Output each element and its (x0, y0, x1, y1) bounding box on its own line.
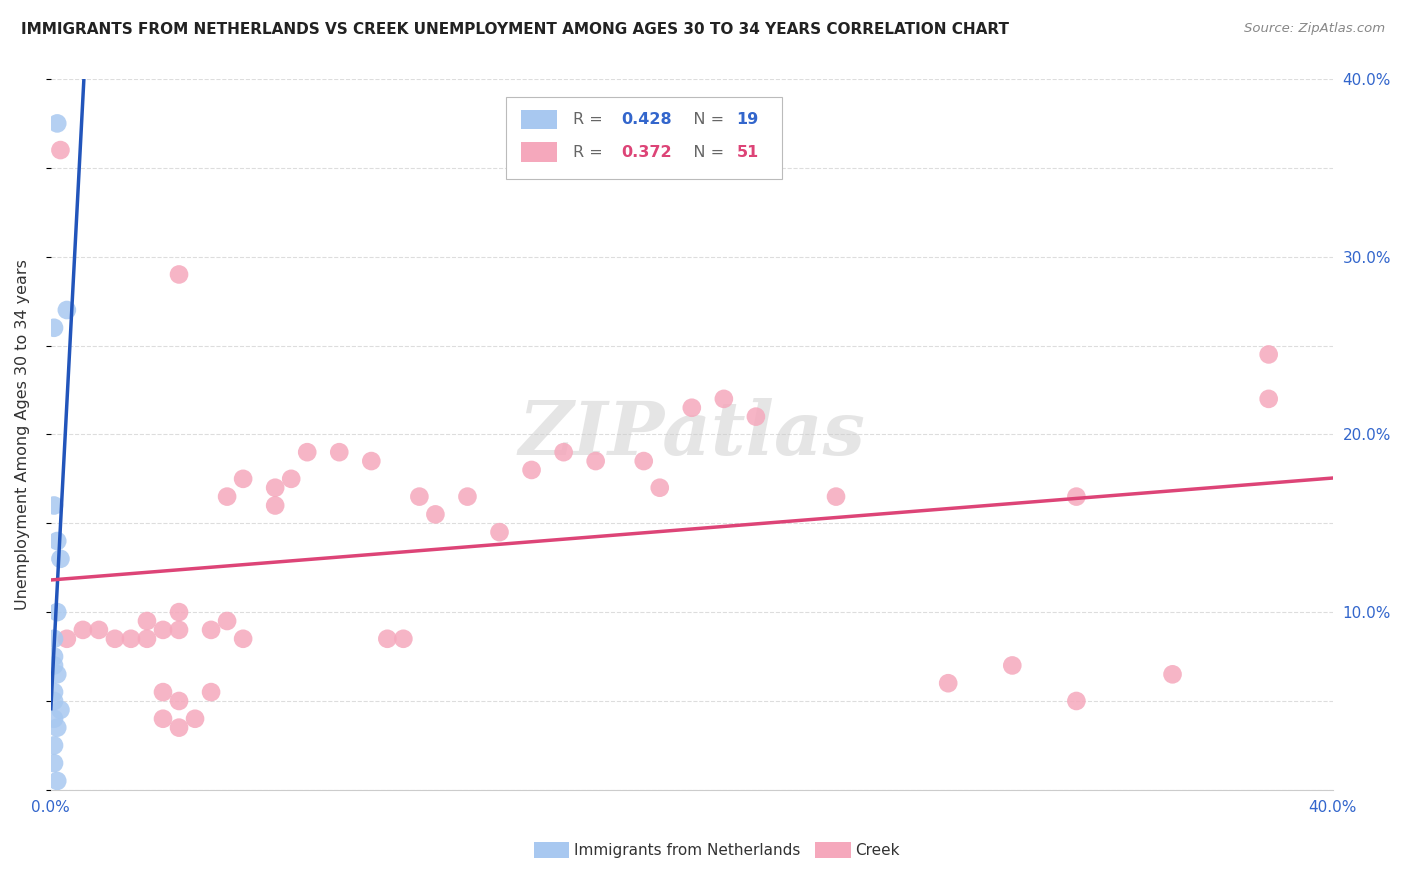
Point (264, 481, 287, 495)
Point (136, 632, 159, 646)
Text: 19: 19 (737, 112, 759, 127)
Text: R =: R = (572, 145, 607, 160)
Text: Source: ZipAtlas.com: Source: ZipAtlas.com (1244, 22, 1385, 36)
Point (1066, 490, 1088, 504)
Text: Creek: Creek (855, 843, 900, 857)
Point (936, 676, 959, 690)
Text: Immigrants from Netherlands: Immigrants from Netherlands (574, 843, 800, 857)
Text: N =: N = (678, 112, 728, 127)
Point (42, 499, 65, 513)
Point (152, 712, 174, 726)
Text: 0.428: 0.428 (621, 112, 672, 127)
Point (200, 623, 222, 637)
Bar (522, 110, 557, 129)
Point (553, 445, 575, 459)
Point (375, 632, 398, 646)
Point (136, 614, 159, 628)
Point (200, 685, 222, 699)
Bar (522, 142, 557, 162)
Point (408, 490, 430, 504)
Point (1257, 347, 1279, 361)
Point (633, 454, 655, 468)
Point (42, 712, 65, 726)
Y-axis label: Unemployment Among Ages 30 to 34 years: Unemployment Among Ages 30 to 34 years (15, 259, 30, 610)
Text: N =: N = (678, 145, 728, 160)
Point (167, 694, 190, 708)
Point (360, 454, 382, 468)
Point (46, 721, 69, 735)
Point (72, 623, 94, 637)
Point (46, 774, 69, 789)
Point (167, 721, 190, 735)
Point (49, 143, 72, 157)
Point (49, 551, 72, 566)
Point (46, 534, 69, 549)
Point (425, 508, 447, 522)
Point (42, 658, 65, 673)
Point (520, 463, 543, 477)
Point (392, 632, 415, 646)
Point (49, 703, 72, 717)
Point (1066, 694, 1088, 708)
Point (456, 490, 478, 504)
Point (46, 116, 69, 130)
Point (217, 490, 239, 504)
Text: R =: R = (572, 112, 607, 127)
Point (167, 605, 190, 619)
Point (1257, 392, 1279, 406)
Point (280, 472, 302, 486)
Point (232, 632, 254, 646)
Text: 51: 51 (737, 145, 759, 160)
Point (56, 632, 79, 646)
Point (42, 320, 65, 334)
Point (87, 623, 110, 637)
Point (120, 632, 142, 646)
FancyBboxPatch shape (506, 96, 782, 178)
Point (648, 481, 671, 495)
Point (297, 445, 319, 459)
Point (713, 392, 735, 406)
Point (42, 649, 65, 664)
Point (167, 623, 190, 637)
Point (1001, 658, 1024, 673)
Point (42, 756, 65, 771)
Point (42, 694, 65, 708)
Point (42, 739, 65, 753)
Point (328, 445, 350, 459)
Point (1161, 667, 1184, 681)
Text: IMMIGRANTS FROM NETHERLANDS VS CREEK UNEMPLOYMENT AMONG AGES 30 TO 34 YEARS CORR: IMMIGRANTS FROM NETHERLANDS VS CREEK UNE… (21, 22, 1010, 37)
Point (217, 614, 239, 628)
Point (46, 605, 69, 619)
Point (184, 712, 207, 726)
Text: ZIPatlas: ZIPatlas (519, 398, 865, 471)
Point (232, 472, 254, 486)
Point (42, 685, 65, 699)
Text: 0.372: 0.372 (621, 145, 672, 160)
Point (167, 268, 190, 282)
Point (488, 525, 510, 540)
Point (42, 632, 65, 646)
Point (46, 667, 69, 681)
Point (681, 401, 703, 415)
Point (152, 685, 174, 699)
Point (152, 623, 174, 637)
Point (825, 490, 848, 504)
Point (264, 499, 287, 513)
Point (745, 409, 768, 424)
Point (104, 632, 127, 646)
Point (56, 303, 79, 318)
Point (585, 454, 607, 468)
